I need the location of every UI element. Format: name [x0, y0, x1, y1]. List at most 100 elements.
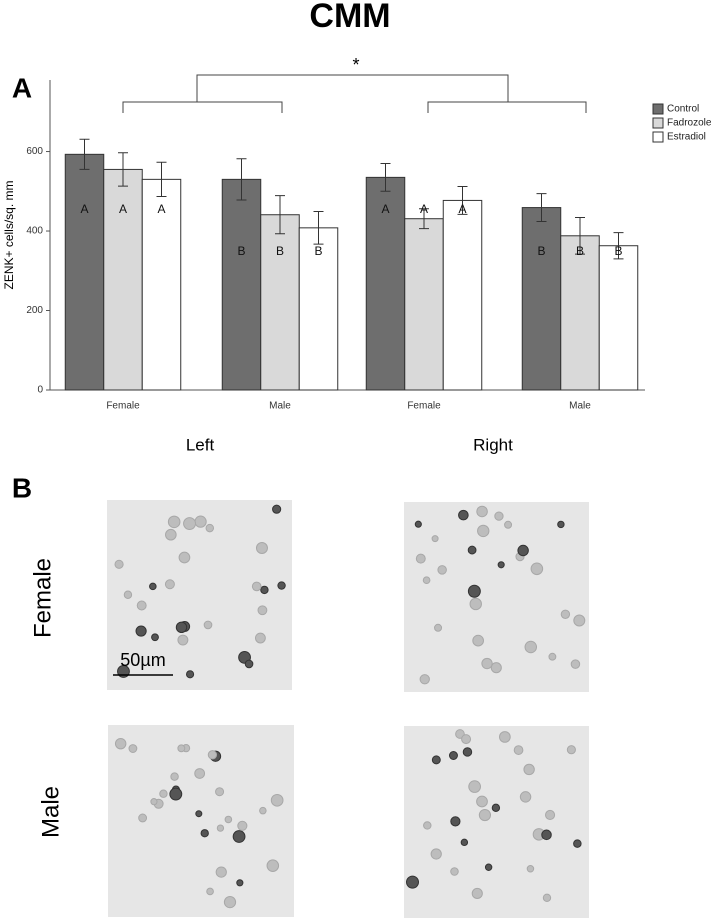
cell — [513, 745, 524, 755]
cell — [494, 511, 504, 521]
error-bar — [275, 195, 285, 235]
cell — [526, 865, 535, 873]
cell — [530, 562, 544, 576]
significance-star: * — [352, 55, 359, 75]
cell — [244, 659, 254, 669]
cell — [151, 633, 159, 642]
cell — [430, 848, 442, 860]
chart-title: CMM — [309, 0, 390, 35]
legend-label: Fadrozole — [667, 118, 712, 129]
cell — [476, 795, 488, 808]
cell — [469, 597, 482, 611]
cell — [472, 634, 484, 647]
error-bar — [613, 232, 624, 260]
cell — [149, 582, 157, 591]
micrograph — [108, 725, 294, 917]
cell — [200, 829, 209, 838]
cell — [205, 523, 215, 533]
cell — [462, 747, 473, 757]
micrograph — [404, 726, 589, 918]
panel-label: A — [12, 72, 32, 103]
significance-letter: A — [80, 202, 88, 216]
cell — [560, 609, 571, 619]
cell — [414, 520, 422, 528]
cell — [223, 895, 237, 909]
significance-letter: B — [276, 244, 284, 258]
cell — [504, 520, 513, 529]
cell — [490, 662, 502, 674]
scale-bar-label: 50µm — [120, 650, 165, 670]
cell — [167, 515, 181, 529]
cell — [517, 544, 529, 557]
error-bar — [236, 158, 247, 201]
cell — [251, 581, 262, 592]
cell — [216, 824, 225, 832]
cell — [491, 803, 501, 812]
cell — [542, 893, 552, 902]
error-bar — [457, 186, 468, 215]
cell — [178, 551, 191, 564]
cell — [450, 867, 459, 876]
error-bar — [313, 211, 324, 245]
bar — [298, 227, 339, 391]
cell — [203, 620, 213, 630]
legend-swatch — [652, 131, 664, 143]
legend-label: Estradiol — [667, 132, 706, 143]
cell — [207, 750, 218, 760]
row-label: Male — [37, 786, 64, 838]
significance-letter: A — [420, 202, 428, 216]
cell — [423, 821, 432, 830]
cell — [471, 887, 483, 900]
significance-brackets — [122, 74, 587, 113]
cell — [215, 787, 225, 797]
cell — [257, 605, 268, 616]
error-bar — [380, 162, 391, 192]
bar — [404, 218, 444, 391]
cell — [545, 809, 556, 821]
cell — [215, 866, 227, 878]
cell — [497, 561, 505, 569]
bar — [560, 235, 600, 391]
cell — [415, 553, 426, 564]
cell — [548, 652, 557, 661]
cell — [406, 875, 419, 889]
cell — [422, 576, 431, 585]
cell — [194, 768, 206, 779]
x-tick-label: Male — [569, 401, 591, 412]
cell — [232, 830, 246, 843]
bar — [598, 245, 639, 391]
cell — [169, 787, 183, 801]
legend-swatch — [652, 103, 664, 115]
cell — [566, 745, 576, 755]
cell — [570, 659, 581, 669]
bar — [521, 207, 562, 391]
cell — [138, 813, 148, 823]
cell — [467, 584, 481, 598]
significance-letter: A — [119, 202, 127, 216]
cell — [183, 517, 197, 531]
significance-letter: A — [458, 202, 466, 216]
group-label: Right — [473, 435, 513, 454]
cell — [477, 524, 490, 538]
significance-letter: B — [614, 244, 622, 258]
x-tick-label: Female — [407, 401, 441, 412]
cell — [175, 621, 188, 634]
significance-letter: B — [576, 244, 584, 258]
cell — [499, 731, 511, 743]
cell — [460, 838, 469, 847]
legend-swatch — [652, 117, 664, 129]
cell — [177, 744, 186, 753]
cell — [165, 528, 177, 541]
bar — [103, 168, 143, 391]
error-bar — [79, 138, 90, 170]
cell — [150, 798, 158, 806]
significance-letter: A — [381, 202, 389, 216]
cell — [461, 734, 472, 745]
y-tick-label: 400 — [26, 226, 43, 237]
cell — [431, 755, 441, 765]
cell — [270, 793, 284, 807]
cell — [434, 623, 443, 632]
cell — [194, 515, 207, 528]
cell — [186, 670, 195, 679]
